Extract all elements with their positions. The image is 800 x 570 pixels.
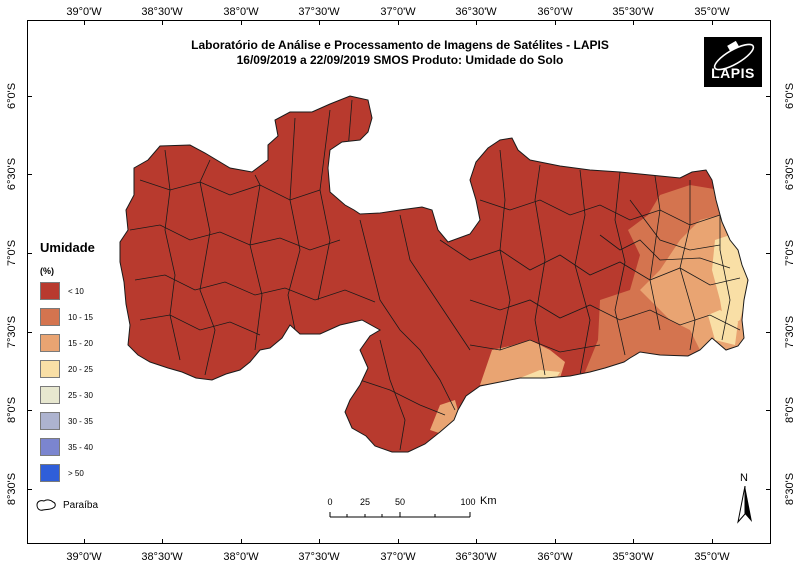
legend-item: 10 - 15 <box>40 308 93 326</box>
legend-swatch <box>40 464 60 482</box>
lon-label: 37°0'W <box>380 551 416 563</box>
map-title: Laboratório de Análise e Processamento d… <box>191 38 609 52</box>
legend-swatch <box>40 360 60 378</box>
outline-label: Paraíba <box>63 499 99 511</box>
legend-label: 20 - 25 <box>68 364 93 374</box>
lon-label: 39°0'W <box>66 6 102 18</box>
legend-item: > 50 <box>40 464 84 482</box>
legend-item: 15 - 20 <box>40 334 93 352</box>
lon-label: 35°30'W <box>612 6 654 18</box>
lon-label: 37°30'W <box>298 551 340 563</box>
legend-title: Umidade <box>40 240 95 255</box>
legend-swatch <box>40 438 60 456</box>
legend-unit: (%) <box>40 266 54 276</box>
north-label: N <box>740 472 748 484</box>
logo-text: LAPIS <box>711 65 755 81</box>
legend-label: > 50 <box>68 468 84 478</box>
legend-swatch <box>40 412 60 430</box>
paraiba-outline-icon <box>36 499 56 511</box>
lon-label: 35°30'W <box>612 551 654 563</box>
scale-label: 0 <box>327 497 333 507</box>
legend-swatch <box>40 282 60 300</box>
scale-label: 25 <box>359 497 371 507</box>
legend-label: 25 - 30 <box>68 390 93 400</box>
lon-label: 38°30'W <box>141 6 183 18</box>
legend-item: 30 - 35 <box>40 412 93 430</box>
municipal-boundaries <box>129 99 741 451</box>
lon-label: 35°0'W <box>694 551 730 563</box>
map-subtitle: 16/09/2019 a 22/09/2019 SMOS Produto: Um… <box>236 53 564 67</box>
north-arrow-icon <box>737 486 752 524</box>
lon-label: 35°0'W <box>694 6 730 18</box>
wettest-zone <box>712 235 748 330</box>
legend-item: < 10 <box>40 282 84 300</box>
scale-label: 100 <box>460 497 476 507</box>
legend-label: 10 - 15 <box>68 312 93 322</box>
legend-swatch <box>40 308 60 326</box>
lapis-logo: LAPIS <box>704 37 762 87</box>
lon-label: 36°0'W <box>537 551 573 563</box>
lon-label: 36°30'W <box>455 6 497 18</box>
lon-label: 38°0'W <box>223 6 259 18</box>
lon-label: 37°0'W <box>380 6 416 18</box>
scale-bar <box>329 512 471 518</box>
legend-label: 15 - 20 <box>68 338 93 348</box>
lon-label: 38°0'W <box>223 551 259 563</box>
legend-swatch <box>40 386 60 404</box>
legend-label: < 10 <box>68 286 84 296</box>
lon-label: 39°0'W <box>66 551 102 563</box>
satellite-icon <box>713 40 755 71</box>
scale-unit: Km <box>480 495 497 507</box>
scale-label: 50 <box>394 497 406 507</box>
legend-item: 35 - 40 <box>40 438 93 456</box>
lon-label: 37°30'W <box>298 6 340 18</box>
legend-swatch <box>40 334 60 352</box>
legend-outline-entry: Paraíba <box>35 497 98 513</box>
lon-label: 38°30'W <box>141 551 183 563</box>
legend-item: 20 - 25 <box>40 360 93 378</box>
wettest-zone-south <box>708 310 738 345</box>
legend-label: 30 - 35 <box>68 416 93 426</box>
legend-item: 25 - 30 <box>40 386 93 404</box>
lon-label: 36°30'W <box>455 551 497 563</box>
legend-label: 35 - 40 <box>68 442 93 452</box>
lon-label: 36°0'W <box>537 6 573 18</box>
